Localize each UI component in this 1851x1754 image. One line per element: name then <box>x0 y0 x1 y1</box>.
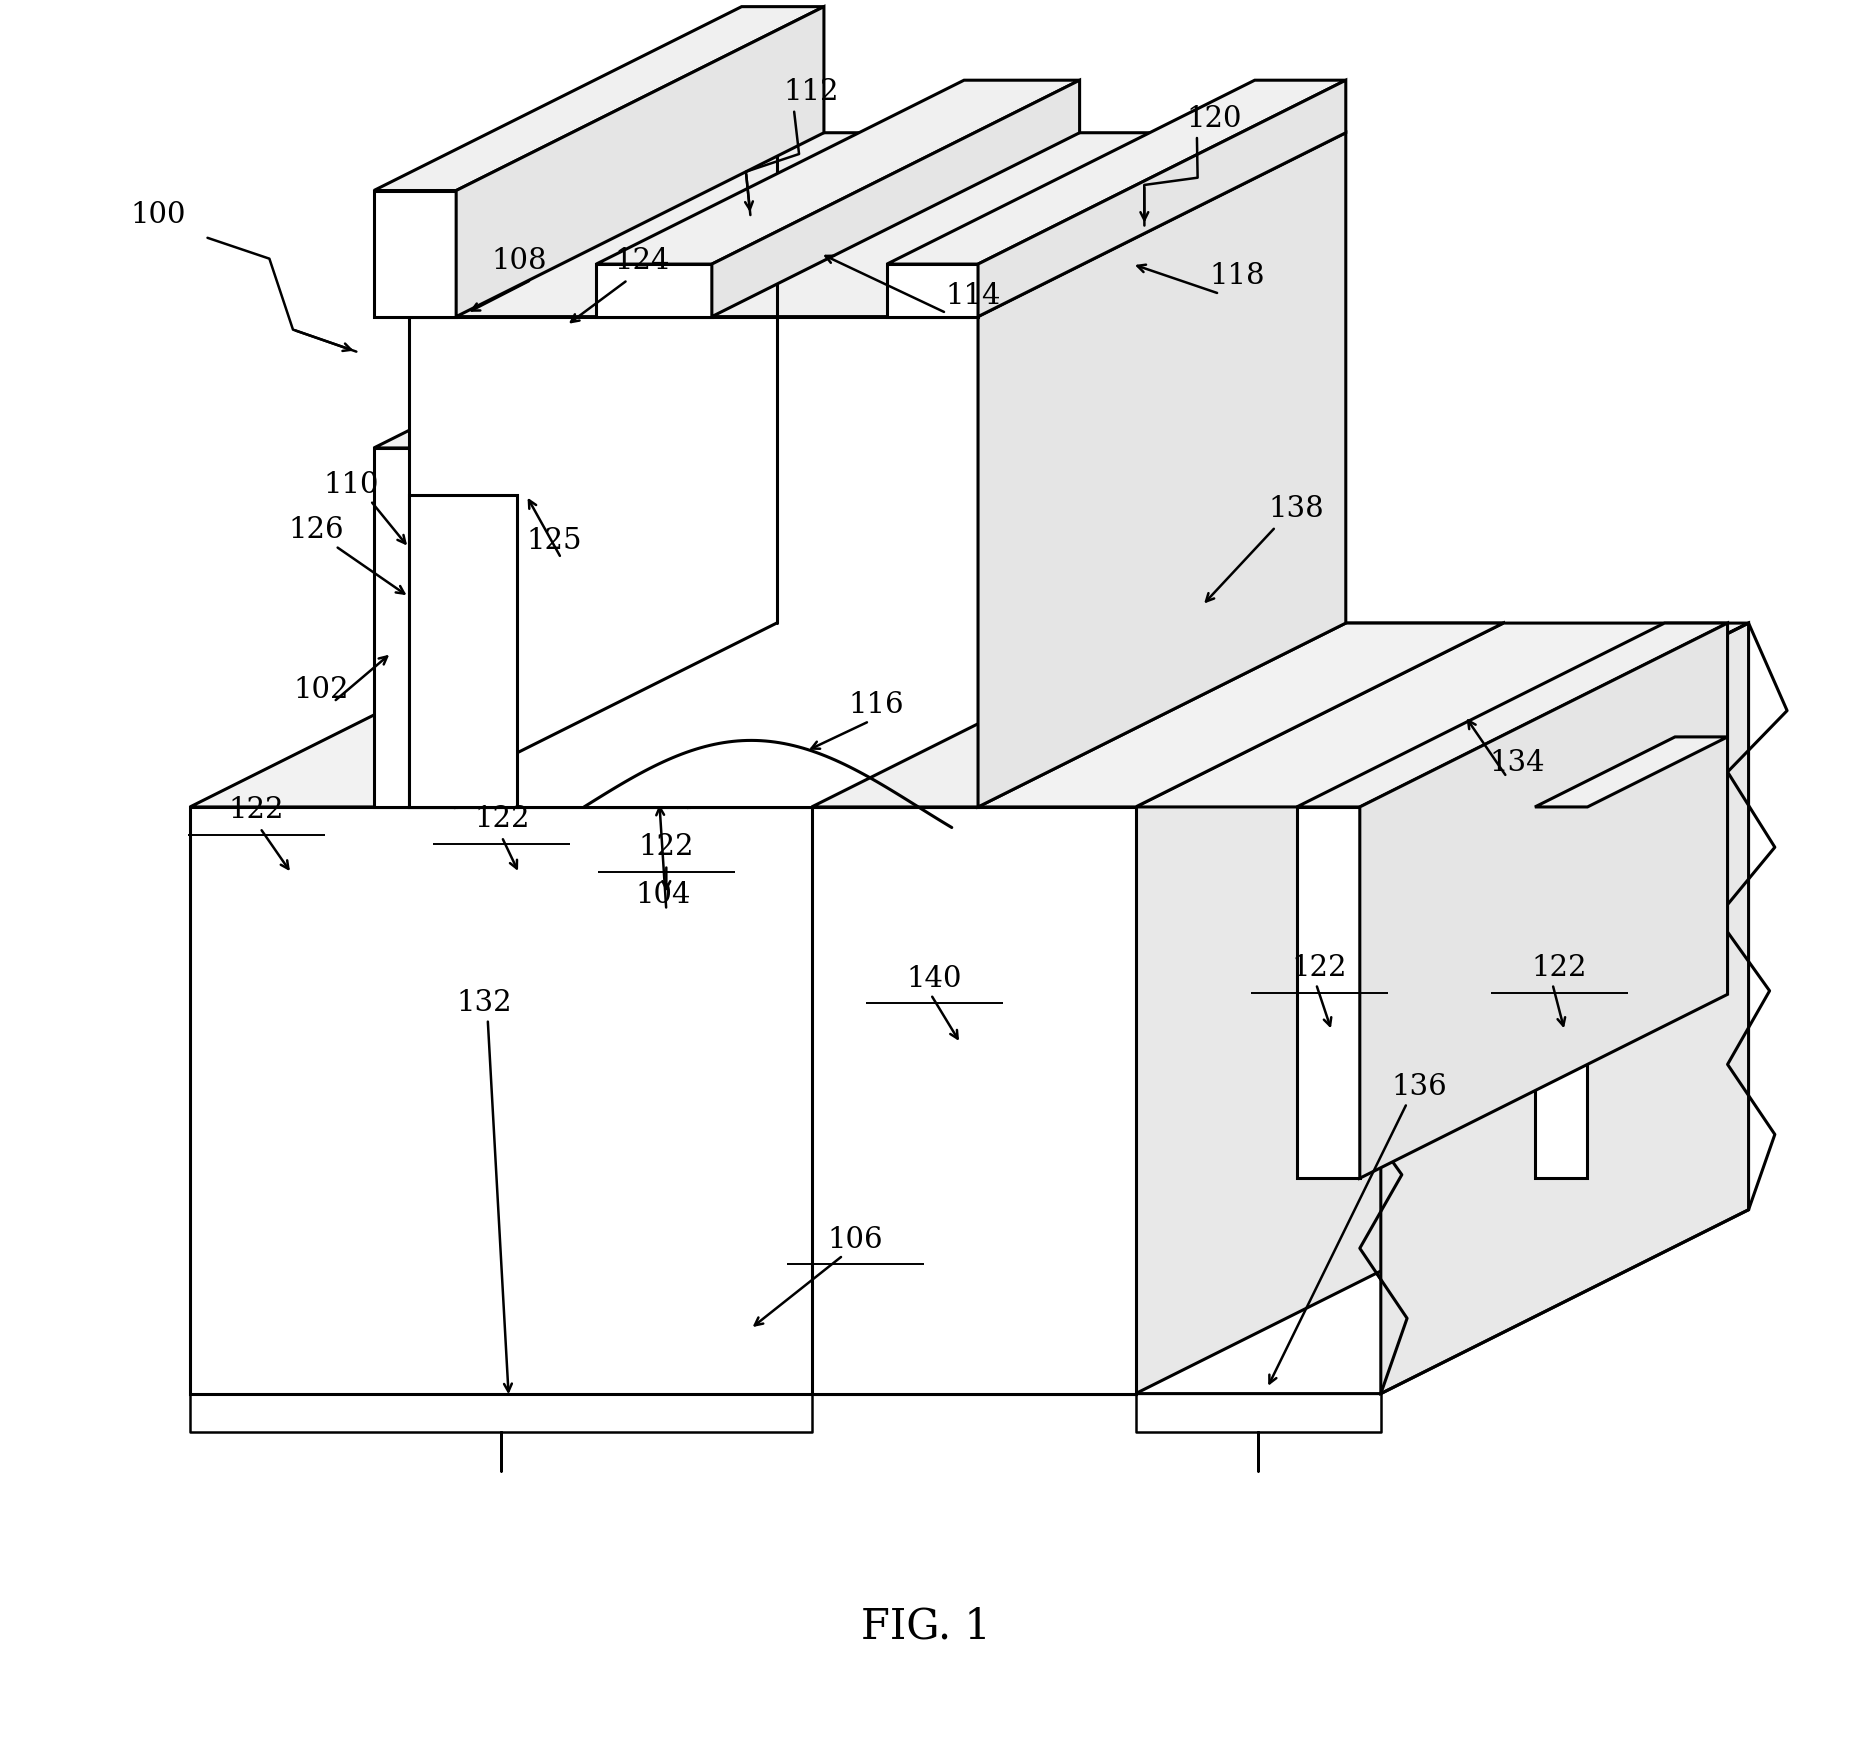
Polygon shape <box>455 7 824 317</box>
Polygon shape <box>191 623 1503 807</box>
Text: 125: 125 <box>526 526 581 554</box>
Polygon shape <box>1534 737 1727 807</box>
Text: 122: 122 <box>230 796 285 824</box>
Text: 116: 116 <box>848 691 905 719</box>
Text: 112: 112 <box>785 79 839 107</box>
Polygon shape <box>713 81 1079 317</box>
Polygon shape <box>374 265 824 447</box>
Text: 136: 136 <box>1392 1073 1447 1102</box>
Text: 126: 126 <box>289 516 344 544</box>
Text: 122: 122 <box>474 805 529 833</box>
Polygon shape <box>374 7 824 191</box>
Polygon shape <box>1137 623 1749 807</box>
Polygon shape <box>409 133 1346 317</box>
Polygon shape <box>977 133 1346 807</box>
Polygon shape <box>813 807 1137 1394</box>
Text: 134: 134 <box>1490 749 1546 777</box>
Text: 114: 114 <box>946 282 1001 310</box>
Text: 138: 138 <box>1270 495 1325 523</box>
Text: 124: 124 <box>615 247 670 275</box>
Text: 104: 104 <box>635 881 690 909</box>
Polygon shape <box>689 309 1057 807</box>
Polygon shape <box>409 317 977 807</box>
Polygon shape <box>977 81 1346 317</box>
Polygon shape <box>374 447 455 807</box>
Text: 100: 100 <box>131 202 187 230</box>
Polygon shape <box>607 309 1057 491</box>
Polygon shape <box>596 81 1079 265</box>
Text: 140: 140 <box>907 965 963 993</box>
Polygon shape <box>1137 807 1420 1394</box>
Text: 132: 132 <box>457 989 513 1017</box>
Polygon shape <box>596 265 713 317</box>
Text: 122: 122 <box>639 833 694 861</box>
Polygon shape <box>1381 623 1749 1394</box>
Polygon shape <box>191 807 1137 1394</box>
Polygon shape <box>455 265 824 807</box>
Text: 102: 102 <box>294 675 350 703</box>
Text: FIG. 1: FIG. 1 <box>861 1605 990 1647</box>
Polygon shape <box>887 265 977 317</box>
Polygon shape <box>607 491 689 807</box>
Text: 120: 120 <box>1186 105 1242 133</box>
Polygon shape <box>409 495 518 807</box>
Polygon shape <box>887 81 1346 265</box>
Polygon shape <box>813 623 1346 807</box>
Polygon shape <box>1298 623 1727 807</box>
Polygon shape <box>1137 623 1503 1394</box>
Polygon shape <box>1298 807 1360 1179</box>
Polygon shape <box>1534 807 1588 1179</box>
Text: 106: 106 <box>827 1226 883 1254</box>
Polygon shape <box>1360 623 1727 1179</box>
Polygon shape <box>813 623 1503 807</box>
Text: 118: 118 <box>1209 263 1264 291</box>
Text: 110: 110 <box>324 470 379 498</box>
Text: 122: 122 <box>1531 954 1586 982</box>
Polygon shape <box>374 191 455 317</box>
Text: 122: 122 <box>1292 954 1348 982</box>
Text: 108: 108 <box>491 247 548 275</box>
